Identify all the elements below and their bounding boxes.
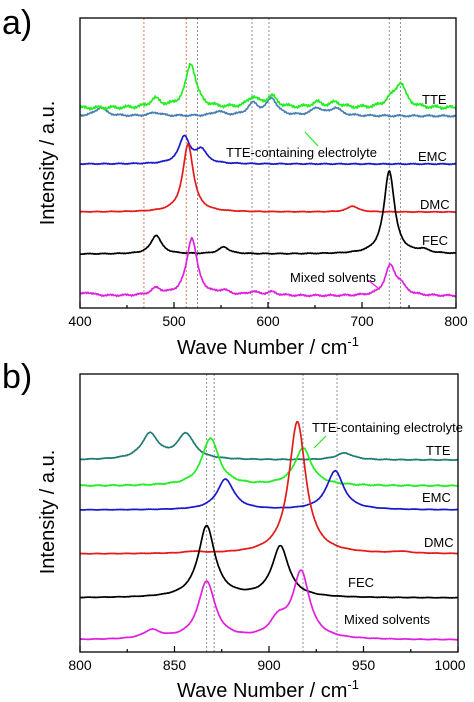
panel-b-series-mixed-solvents (79, 569, 459, 641)
panel-b-tick-label: 800 (68, 657, 92, 673)
panel-a-label: a) (2, 4, 32, 42)
panel-b-label-tte: TTE (426, 443, 451, 458)
panel-b-plot-frame (79, 373, 459, 653)
panel-b-guides (206, 374, 338, 652)
panel-b-tick-label: 850 (163, 657, 187, 673)
panel-b-x-axis-title: Wave Number / cm-1 (177, 677, 359, 702)
panel-b-x-ticks (79, 646, 459, 652)
panel-b-annotation-tte-electrolyte: TTE-containing electrolyte (312, 420, 463, 435)
panel-b-series-emc (80, 469, 459, 511)
panel-b-label-dmc: DMC (424, 535, 454, 550)
panel-b-series-fec (79, 524, 459, 599)
panel-b-series-dmc (79, 420, 458, 555)
panel-b: b) 800 850 900 950 1000 Wave Number / cm… (2, 358, 466, 702)
panel-a-tick-label: 700 (350, 313, 374, 329)
panel-a-tick-label: 600 (256, 313, 280, 329)
panel-b-tick-label: 900 (257, 657, 281, 673)
panel-a-y-axis-title: Intensity / a.u. (37, 101, 59, 226)
panel-a-series-fec (79, 170, 457, 256)
panel-a-x-ticks (79, 302, 457, 308)
panel-a-series-dmc (79, 143, 457, 214)
panel-b-annotation-mixed-solvents: Mixed solvents (344, 612, 430, 627)
panel-a-series-tte (79, 96, 457, 118)
panel-b-label-emc: EMC (422, 490, 451, 505)
panel-a-tick-label: 500 (162, 313, 186, 329)
panel-b-label: b) (2, 358, 32, 396)
panel-a-series-mixed-solvents (79, 236, 457, 298)
panel-a-traces (79, 62, 457, 298)
panel-a-label-emc: EMC (418, 149, 447, 164)
panel-b-x-axis-title-text: Wave Number / cm (177, 680, 347, 702)
panel-a-x-axis-title-sup: -1 (347, 334, 359, 349)
panel-b-tick-label: 950 (352, 657, 376, 673)
panel-a-series-emc (79, 134, 457, 166)
panel-a-label-fec: FEC (422, 233, 448, 248)
panel-b-tick-label: 1000 (434, 657, 465, 673)
panel-a-label-dmc: DMC (420, 197, 450, 212)
panel-b-y-axis-title: Intensity / a.u. (37, 450, 59, 575)
panel-b-series-tte-containing-electrolyte (79, 437, 459, 488)
panel-a-annotation-arrow-tte-electrolyte (304, 131, 319, 147)
panel-a-annotation-mixed-solvents: Mixed solvents (290, 270, 376, 285)
panel-a-label-tte: TTE (422, 92, 447, 107)
panel-a-tick-label: 800 (444, 313, 468, 329)
panel-a-tick-label: 400 (68, 313, 92, 329)
panel-b-label-fec: FEC (348, 575, 374, 590)
panel-b-annotation-arrow-tte-electrolyte (313, 435, 327, 449)
panel-b-series-tte (80, 431, 459, 462)
panel-a-x-axis-title-text: Wave Number / cm (177, 337, 347, 359)
panel-a-annotation-tte-electrolyte: TTE-containing electrolyte (226, 145, 377, 160)
panel-a-annotation-arrow-mixed-solvents (367, 279, 379, 289)
panel-b-traces (79, 420, 459, 641)
panel-b-x-axis-title-sup: -1 (347, 677, 359, 692)
panel-a: a) 400 500 600 700 800 Wave Number / cm-… (2, 4, 468, 359)
panel-a-x-axis-title: Wave Number / cm-1 (177, 334, 359, 359)
panel-a-series-tte-containing-electrolyte (79, 62, 457, 111)
